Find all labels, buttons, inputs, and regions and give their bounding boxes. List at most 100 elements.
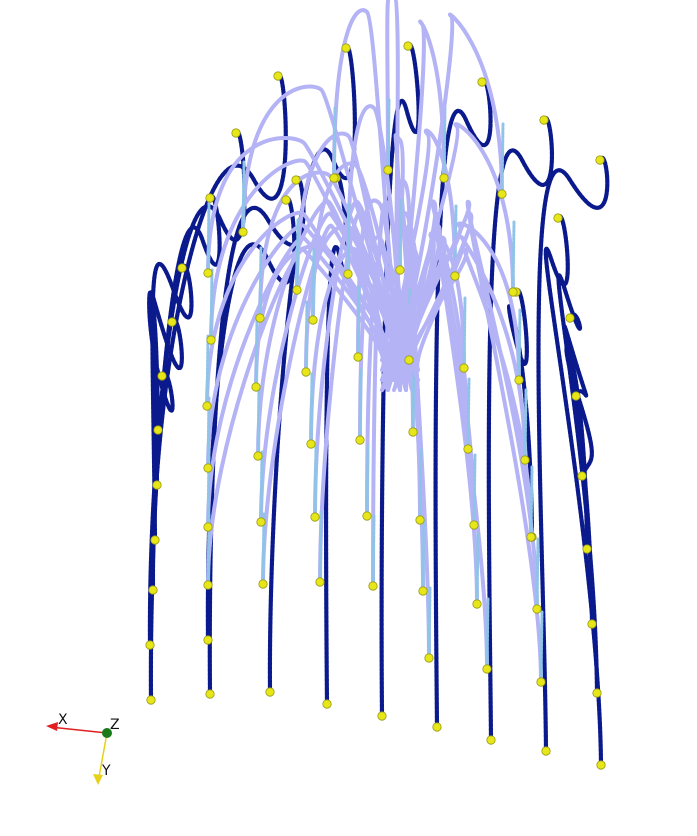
endpoint-dot [463, 444, 473, 454]
endpoint-dot [202, 401, 212, 411]
endpoint-dot [587, 619, 597, 629]
inner-strand-tail [311, 248, 316, 322]
inner-strand [386, 122, 515, 392]
y-axis-arrow-icon [93, 774, 103, 785]
endpoint-dot [482, 664, 492, 674]
endpoint-dot [167, 317, 177, 327]
outer-strand [150, 72, 288, 593]
endpoint-dot [292, 285, 302, 295]
endpoint-dot [459, 363, 469, 373]
endpoint-dot [253, 451, 263, 461]
outer-strand [147, 290, 175, 433]
endpoint-dot [582, 544, 592, 554]
inner-strand-tail [241, 160, 246, 234]
inner-strand-tail [466, 377, 471, 451]
endpoint-dot [362, 511, 372, 521]
inner-strand [402, 199, 539, 611]
endpoint-dot [469, 520, 479, 530]
outer-strand [543, 213, 604, 768]
inner-strand-tail [511, 220, 516, 294]
endpoint-dot [152, 480, 162, 490]
endpoint-dot [541, 746, 551, 756]
inner-strand-tail [209, 268, 214, 342]
outer-strand [433, 77, 493, 730]
inner-strand-tail [386, 98, 391, 172]
axes-triad [46, 722, 112, 785]
x-axis-line [49, 726, 108, 734]
z-axis-label: Z [110, 717, 120, 733]
endpoint-dot [477, 77, 487, 87]
endpoint-dot [595, 155, 605, 165]
endpoint-dot [251, 382, 261, 392]
endpoint-dot [203, 463, 213, 473]
endpoint-dot [571, 391, 581, 401]
endpoint-dot [418, 586, 428, 596]
endpoint-dot [415, 515, 425, 525]
endpoint-dot [203, 635, 213, 645]
endpoint-dot [536, 677, 546, 687]
endpoint-dot [404, 355, 414, 365]
endpoint-dot [539, 115, 549, 125]
endpoint-dot [150, 535, 160, 545]
endpoint-dot [206, 335, 216, 345]
x-axis-arrow-icon [46, 722, 58, 731]
inner-strand-tail [500, 122, 505, 196]
inner-strand-tail [418, 448, 423, 522]
endpoint-dot [273, 71, 283, 81]
endpoint-dot [377, 711, 387, 721]
inner-strand-tail [427, 586, 432, 660]
inner-strand [313, 199, 394, 519]
inner-strand-tail [472, 453, 477, 527]
outer-strands [147, 42, 610, 768]
endpoint-dot [355, 435, 365, 445]
endpoint-markers [145, 41, 606, 770]
endpoint-dot [497, 189, 507, 199]
inner-strand-tail [356, 285, 361, 359]
inner-strand-tail [258, 246, 263, 320]
endpoint-dot [565, 313, 575, 323]
endpoint-dot [383, 165, 393, 175]
endpoint-dot [308, 315, 318, 325]
inner-strand [392, 12, 504, 362]
inner-strand-tail [304, 300, 309, 374]
endpoint-dot [432, 722, 442, 732]
inner-strand [415, 235, 527, 462]
endpoint-dot [148, 585, 158, 595]
inner-strand-tail [529, 465, 534, 539]
inner-strand [386, 128, 457, 362]
endpoint-dot [145, 640, 155, 650]
y-axis-line [98, 732, 108, 778]
endpoint-dot [205, 689, 215, 699]
endpoint-dot [231, 128, 241, 138]
z-axis-dot-icon [102, 728, 112, 738]
endpoint-dot [353, 352, 363, 362]
endpoint-dot [306, 439, 316, 449]
y-axis-label: Y [102, 763, 111, 779]
inner-strand-tail [332, 106, 337, 180]
x-axis-label: X [58, 712, 68, 728]
inner-strand-tail [254, 315, 259, 389]
inner-strand-tail [421, 519, 426, 593]
inner-strand-tail [365, 444, 370, 518]
inner-strand-tail [259, 450, 264, 524]
outer-strand [507, 288, 535, 540]
endpoint-dot [395, 265, 405, 275]
inner-strands [205, 0, 544, 684]
inner-strand-tail [256, 384, 261, 458]
endpoint-dot [368, 581, 378, 591]
inner-strand-tail [398, 198, 403, 272]
inner-strand-tail [371, 514, 376, 588]
inner-strand-tail [205, 334, 210, 408]
outer-strand [486, 115, 555, 743]
inner-strand-tail [475, 532, 480, 606]
endpoint-dot [408, 427, 418, 437]
endpoint-dot [596, 760, 606, 770]
endpoint-dot [291, 175, 301, 185]
inner-strand-tail [309, 372, 314, 446]
outer-strand [536, 155, 610, 754]
inner-strand-tail [261, 512, 266, 586]
endpoint-dot [203, 580, 213, 590]
endpoint-dot [577, 471, 587, 481]
inner-strand [358, 234, 390, 442]
